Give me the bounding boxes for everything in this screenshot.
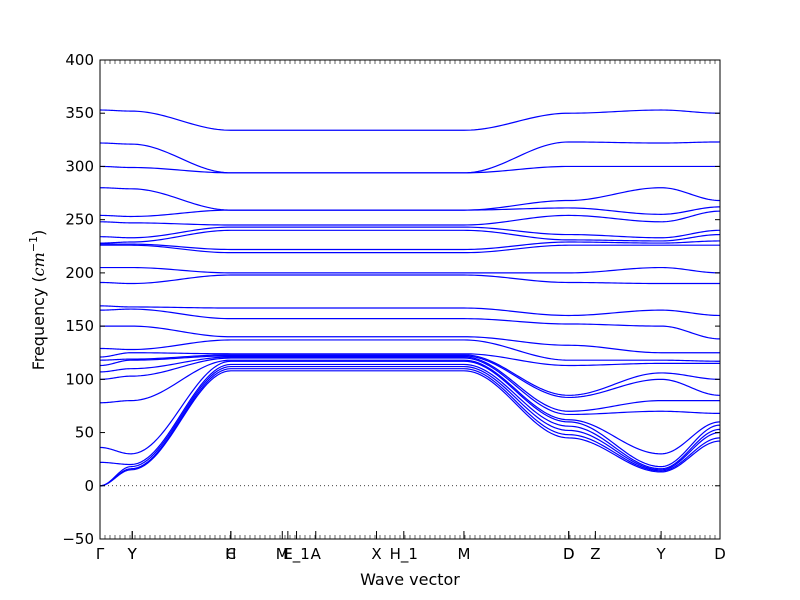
x-special-label: X <box>371 545 381 563</box>
x-special-label: Y <box>127 545 138 563</box>
band-line <box>100 266 721 274</box>
x-special-label: A <box>311 545 322 563</box>
y-tick-label: 300 <box>65 157 94 175</box>
y-axis-label-close: ) <box>29 230 48 236</box>
y-tick-label: 50 <box>75 424 94 442</box>
band-line <box>100 229 721 244</box>
y-tick-label: 200 <box>65 264 94 282</box>
band-line <box>99 187 721 211</box>
band-line <box>99 339 721 362</box>
x-special-label: C <box>226 545 236 563</box>
y-axis-label-exponent: −1 <box>27 236 40 252</box>
y-tick-label: 0 <box>84 477 94 495</box>
plot-frame <box>99 59 721 540</box>
x-special-label: Y <box>127 545 138 563</box>
band-line <box>99 363 721 470</box>
band-line <box>100 354 721 396</box>
band-line <box>100 210 721 226</box>
x-special-label: H_1 <box>390 545 418 564</box>
band-line <box>100 244 720 254</box>
x-special-label: Γ <box>96 545 105 563</box>
x-special-label: H <box>225 545 236 563</box>
band-line <box>100 240 720 251</box>
y-tick-label: −50 <box>62 530 94 548</box>
x-special-label: D <box>563 545 575 563</box>
band-line <box>99 352 720 367</box>
y-axis-label-unit: cm <box>29 252 48 276</box>
axes-frame <box>99 59 721 540</box>
x-special-label: E_1 <box>283 545 310 564</box>
y-tick-label: 150 <box>65 317 94 335</box>
band-line <box>100 206 721 218</box>
y-axis-label: Frequency (cm−1) <box>27 230 48 371</box>
band-line <box>100 325 720 354</box>
y-tick-label: 350 <box>65 104 94 122</box>
band-line <box>100 226 721 239</box>
band-line <box>100 109 721 131</box>
band-line <box>99 356 720 412</box>
band-line <box>99 370 721 487</box>
y-tick-label: 400 <box>65 51 94 69</box>
x-special-label: E <box>283 545 292 563</box>
x-axis-label: Wave vector <box>360 570 460 589</box>
x-special-label: Y <box>656 545 667 563</box>
x-axis-special-points: Γ YY HC MEE_1 A X H_1 M DD Z Y D <box>96 60 726 564</box>
band-line <box>99 360 721 468</box>
band-line <box>100 305 721 317</box>
band-line <box>99 357 721 416</box>
x-special-label: D <box>563 545 575 563</box>
band-line <box>99 355 721 399</box>
y-axis-label-text: Frequency ( <box>29 276 48 370</box>
y-axis-ticks: −50 0 50 100 150 200 250 300 350 400 <box>62 51 720 548</box>
band-line <box>100 274 720 285</box>
band-line <box>100 308 721 340</box>
x-special-label: D <box>714 545 726 563</box>
band-line <box>99 165 720 174</box>
band-line <box>99 365 721 487</box>
x-special-label: M <box>457 545 470 563</box>
band-line <box>99 368 721 487</box>
band-line <box>100 141 721 174</box>
band-lines <box>99 109 721 487</box>
y-tick-label: 100 <box>65 370 94 388</box>
band-line <box>100 359 721 455</box>
x-special-label: Z <box>590 545 600 563</box>
y-tick-label: 250 <box>65 211 94 229</box>
x-special-label: M <box>276 545 289 563</box>
